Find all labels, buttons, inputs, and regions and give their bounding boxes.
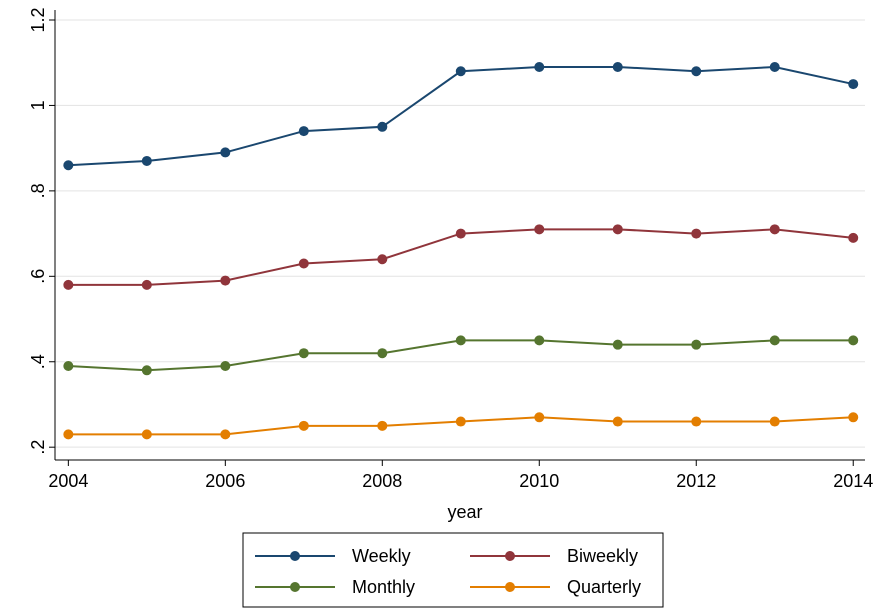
- data-point: [298, 348, 309, 359]
- x-tick-label: 2008: [362, 471, 402, 491]
- legend-label: Quarterly: [567, 577, 641, 597]
- data-point: [377, 121, 388, 132]
- data-point: [534, 61, 545, 72]
- legend-marker: [505, 551, 515, 561]
- data-point: [612, 416, 623, 427]
- data-point: [377, 348, 388, 359]
- data-point: [691, 416, 702, 427]
- data-point: [220, 147, 231, 158]
- data-point: [534, 224, 545, 235]
- data-point: [63, 429, 74, 440]
- y-tick-label: .6: [28, 269, 48, 284]
- legend-label: Weekly: [352, 546, 411, 566]
- x-tick-label: 2012: [676, 471, 716, 491]
- legend-marker: [290, 582, 300, 592]
- data-point: [298, 258, 309, 269]
- x-tick-label: 2010: [519, 471, 559, 491]
- data-point: [141, 365, 152, 376]
- x-tick-label: 2006: [205, 471, 245, 491]
- data-point: [298, 126, 309, 137]
- data-point: [63, 279, 74, 290]
- data-point: [377, 420, 388, 431]
- data-point: [691, 339, 702, 350]
- data-point: [612, 339, 623, 350]
- legend-marker: [505, 582, 515, 592]
- legend-label: Monthly: [352, 577, 415, 597]
- data-point: [455, 66, 466, 77]
- y-tick-label: 1.2: [28, 7, 48, 32]
- data-point: [220, 429, 231, 440]
- data-point: [455, 416, 466, 427]
- data-point: [769, 416, 780, 427]
- data-point: [769, 61, 780, 72]
- data-point: [63, 361, 74, 372]
- data-point: [769, 224, 780, 235]
- data-point: [141, 429, 152, 440]
- data-point: [691, 66, 702, 77]
- data-point: [769, 335, 780, 346]
- data-point: [455, 228, 466, 239]
- data-point: [691, 228, 702, 239]
- data-point: [298, 420, 309, 431]
- data-point: [848, 412, 859, 423]
- data-point: [848, 232, 859, 243]
- legend-label: Biweekly: [567, 546, 638, 566]
- data-point: [455, 335, 466, 346]
- data-point: [377, 254, 388, 265]
- y-tick-label: .2: [28, 440, 48, 455]
- legend-box: [242, 532, 664, 608]
- x-tick-label: 2014: [833, 471, 873, 491]
- data-point: [63, 160, 74, 171]
- data-point: [848, 335, 859, 346]
- data-point: [534, 335, 545, 346]
- data-point: [141, 155, 152, 166]
- data-point: [848, 79, 859, 90]
- y-tick-label: .8: [28, 183, 48, 198]
- x-tick-label: 2004: [48, 471, 88, 491]
- data-point: [534, 412, 545, 423]
- data-point: [612, 61, 623, 72]
- y-tick-label: 1: [28, 100, 48, 110]
- data-point: [220, 361, 231, 372]
- data-point: [220, 275, 231, 286]
- data-point: [612, 224, 623, 235]
- x-axis-title: year: [447, 502, 482, 522]
- y-tick-label: .4: [28, 354, 48, 369]
- data-point: [141, 279, 152, 290]
- legend-marker: [290, 551, 300, 561]
